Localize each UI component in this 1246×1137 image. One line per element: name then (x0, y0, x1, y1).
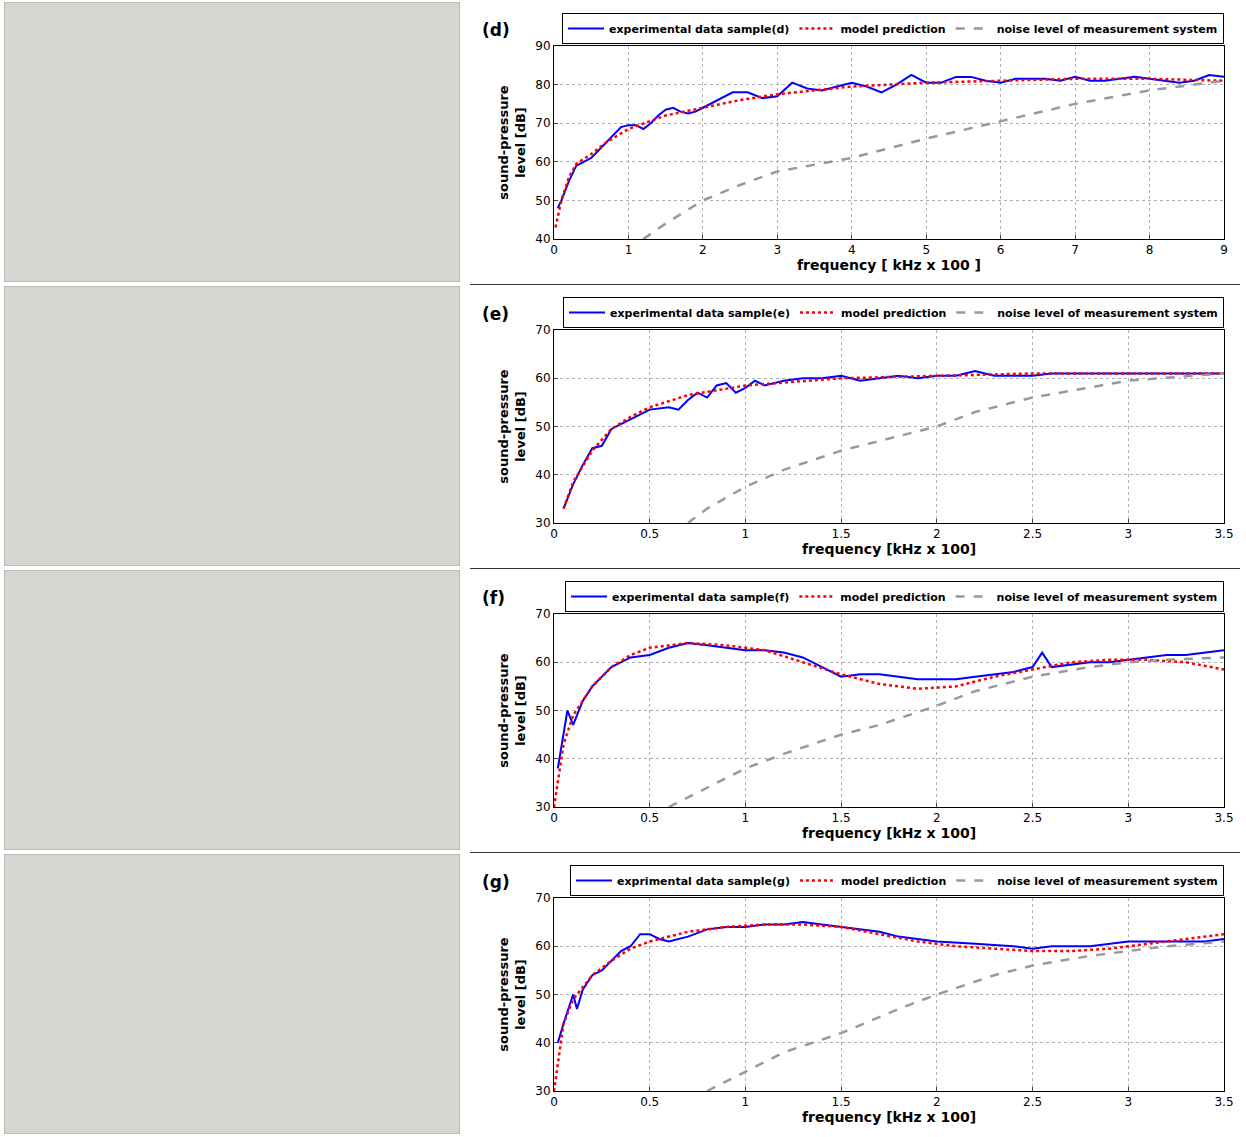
svg-text:7: 7 (1071, 243, 1079, 257)
svg-text:70: 70 (535, 891, 550, 905)
svg-text:30: 30 (535, 800, 550, 814)
svg-text:50: 50 (535, 420, 550, 434)
svg-text:1.5: 1.5 (832, 1095, 851, 1109)
svg-text:60: 60 (535, 155, 550, 169)
svg-text:1: 1 (742, 1095, 750, 1109)
svg-text:experimental data sample(f): experimental data sample(f) (612, 591, 789, 604)
svg-text:sound-pressurelevel [dB]: sound-pressurelevel [dB] (496, 85, 528, 200)
svg-text:40: 40 (535, 752, 550, 766)
svg-text:0: 0 (550, 811, 558, 825)
svg-text:1.5: 1.5 (832, 527, 851, 541)
svg-text:sound-pressurelevel [dB]: sound-pressurelevel [dB] (496, 937, 528, 1052)
svg-text:model prediction: model prediction (841, 875, 946, 888)
svg-text:(f): (f) (482, 588, 505, 608)
svg-text:50: 50 (535, 194, 550, 208)
svg-text:0: 0 (550, 527, 558, 541)
svg-text:5: 5 (922, 243, 930, 257)
svg-text:model prediction: model prediction (840, 591, 945, 604)
svg-text:70: 70 (535, 116, 550, 130)
svg-text:40: 40 (535, 1036, 550, 1050)
svg-text:30: 30 (535, 1084, 550, 1098)
svg-text:frequency [kHz x 100]: frequency [kHz x 100] (802, 541, 976, 557)
svg-text:90: 90 (535, 39, 550, 53)
svg-text:3: 3 (1124, 1095, 1132, 1109)
svg-text:noise level of measurement sys: noise level of measurement system (997, 23, 1218, 36)
svg-text:1.5: 1.5 (832, 811, 851, 825)
svg-text:(g): (g) (482, 872, 510, 892)
svg-text:model prediction: model prediction (841, 307, 946, 320)
svg-text:2.5: 2.5 (1023, 1095, 1042, 1109)
svg-text:3.5: 3.5 (1214, 811, 1233, 825)
svg-text:0: 0 (550, 243, 558, 257)
svg-text:2.5: 2.5 (1023, 811, 1042, 825)
svg-text:1: 1 (742, 527, 750, 541)
svg-text:0: 0 (550, 1095, 558, 1109)
svg-text:9: 9 (1220, 243, 1228, 257)
svg-text:40: 40 (535, 468, 550, 482)
svg-text:6: 6 (997, 243, 1005, 257)
svg-text:3.5: 3.5 (1214, 527, 1233, 541)
svg-text:60: 60 (535, 939, 550, 953)
svg-text:noise level of measurement sys: noise level of measurement system (997, 591, 1218, 604)
svg-text:2: 2 (933, 527, 941, 541)
svg-text:1: 1 (625, 243, 633, 257)
svg-text:experimental data sample(d): experimental data sample(d) (609, 23, 789, 36)
svg-text:40: 40 (535, 232, 550, 246)
svg-text:experimental data sample(e): experimental data sample(e) (610, 307, 790, 320)
svg-text:50: 50 (535, 704, 550, 718)
svg-text:50: 50 (535, 988, 550, 1002)
svg-text:noise level of measurement sys: noise level of measurement system (997, 875, 1218, 888)
svg-text:(e): (e) (482, 304, 509, 324)
svg-text:2: 2 (933, 811, 941, 825)
svg-text:3: 3 (1124, 527, 1132, 541)
svg-text:4: 4 (848, 243, 856, 257)
svg-text:exprimental data sample(g): exprimental data sample(g) (617, 875, 790, 888)
svg-text:2: 2 (933, 1095, 941, 1109)
svg-text:(d): (d) (482, 20, 510, 40)
svg-text:8: 8 (1146, 243, 1154, 257)
svg-text:3: 3 (1124, 811, 1132, 825)
svg-text:0.5: 0.5 (640, 811, 659, 825)
svg-text:frequency [kHz x 100]: frequency [kHz x 100] (802, 825, 976, 841)
svg-text:sound-pressurelevel [dB]: sound-pressurelevel [dB] (496, 369, 528, 484)
svg-text:0.5: 0.5 (640, 1095, 659, 1109)
svg-text:frequency [kHz x 100]: frequency [kHz x 100] (802, 1109, 976, 1125)
svg-text:60: 60 (535, 371, 550, 385)
svg-text:0.5: 0.5 (640, 527, 659, 541)
svg-text:noise level of measurement sys: noise level of measurement system (997, 307, 1218, 320)
svg-text:60: 60 (535, 655, 550, 669)
svg-text:1: 1 (742, 811, 750, 825)
svg-text:3.5: 3.5 (1214, 1095, 1233, 1109)
svg-text:2.5: 2.5 (1023, 527, 1042, 541)
svg-text:model prediction: model prediction (840, 23, 945, 36)
svg-text:frequency [ kHz x 100 ]: frequency [ kHz x 100 ] (797, 257, 981, 273)
svg-text:2: 2 (699, 243, 707, 257)
svg-text:sound-pressurelevel [dB]: sound-pressurelevel [dB] (496, 653, 528, 768)
svg-text:30: 30 (535, 516, 550, 530)
svg-text:80: 80 (535, 78, 550, 92)
svg-text:70: 70 (535, 323, 550, 337)
svg-text:70: 70 (535, 607, 550, 621)
svg-text:3: 3 (774, 243, 782, 257)
